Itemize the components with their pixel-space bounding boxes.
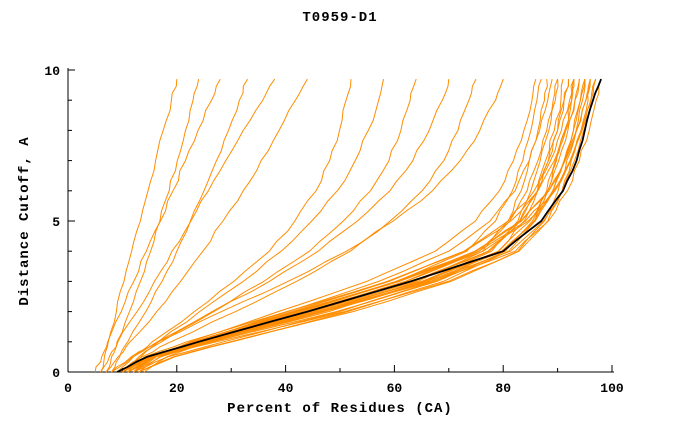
model-curve (127, 78, 542, 373)
model-curve (94, 78, 221, 373)
reference-curve (116, 78, 602, 373)
x-tick-label: 60 (387, 381, 403, 396)
model-curve (138, 79, 575, 373)
chart-title: T0959-D1 (302, 10, 378, 26)
x-tick-label: 0 (64, 381, 72, 396)
model-curve (138, 79, 586, 373)
model-curve (127, 79, 580, 373)
model-curve (116, 78, 477, 373)
model-curve (116, 78, 591, 373)
x-tick-label: 80 (495, 381, 511, 396)
y-axis-label-area: Distance Cutoff, A (6, 70, 44, 372)
x-tick-label: 20 (169, 381, 185, 396)
x-tick-label: 40 (278, 381, 294, 396)
model-curve (116, 79, 352, 373)
model-curve (127, 78, 384, 373)
model-curve (132, 78, 537, 373)
model-curve (111, 78, 248, 373)
x-axis-label: Percent of Residues (CA) (227, 401, 453, 417)
x-tick-label: 100 (600, 381, 624, 396)
y-tick-label: 0 (52, 366, 60, 381)
model-curve (127, 79, 591, 373)
model-curve (111, 78, 417, 373)
model-curve (122, 79, 580, 373)
model-curve (122, 79, 450, 373)
y-tick-label: 5 (52, 215, 60, 230)
model-curve (105, 78, 308, 373)
model-curve (116, 79, 559, 373)
model-curve (100, 79, 178, 373)
y-tick-label: 10 (44, 64, 60, 79)
y-axis-label: Distance Cutoff, A (17, 136, 33, 306)
model-curve (100, 78, 276, 373)
model-curve (133, 78, 564, 373)
model-curve (116, 79, 575, 373)
